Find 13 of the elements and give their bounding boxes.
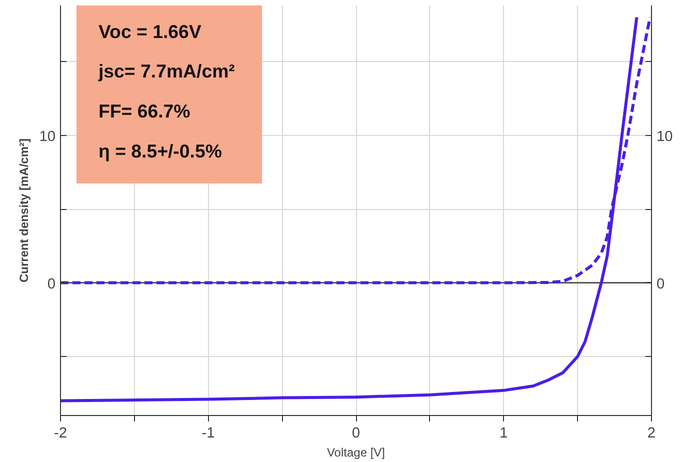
annotation: FF= 66.7%: [98, 100, 191, 122]
x-tick-label: 2: [647, 426, 656, 442]
annotation: jsc= 7.7mA/cm²: [98, 60, 235, 82]
y-axis-title: Current density [mA/cm²]: [17, 138, 32, 283]
x-tick-label: 1: [500, 426, 508, 442]
annotation: η = 8.5+/-0.5%: [98, 140, 222, 162]
annotation: Voc = 1.66V: [98, 20, 202, 42]
y2-tick-label: 0: [656, 276, 665, 292]
x-tick-label: -1: [202, 426, 215, 442]
x-axis-title: Voltage [V]: [326, 446, 386, 460]
x-tick-label: 0: [352, 426, 360, 442]
x-tick-label: -2: [54, 426, 68, 442]
y2-tick-label: 10: [656, 128, 673, 145]
